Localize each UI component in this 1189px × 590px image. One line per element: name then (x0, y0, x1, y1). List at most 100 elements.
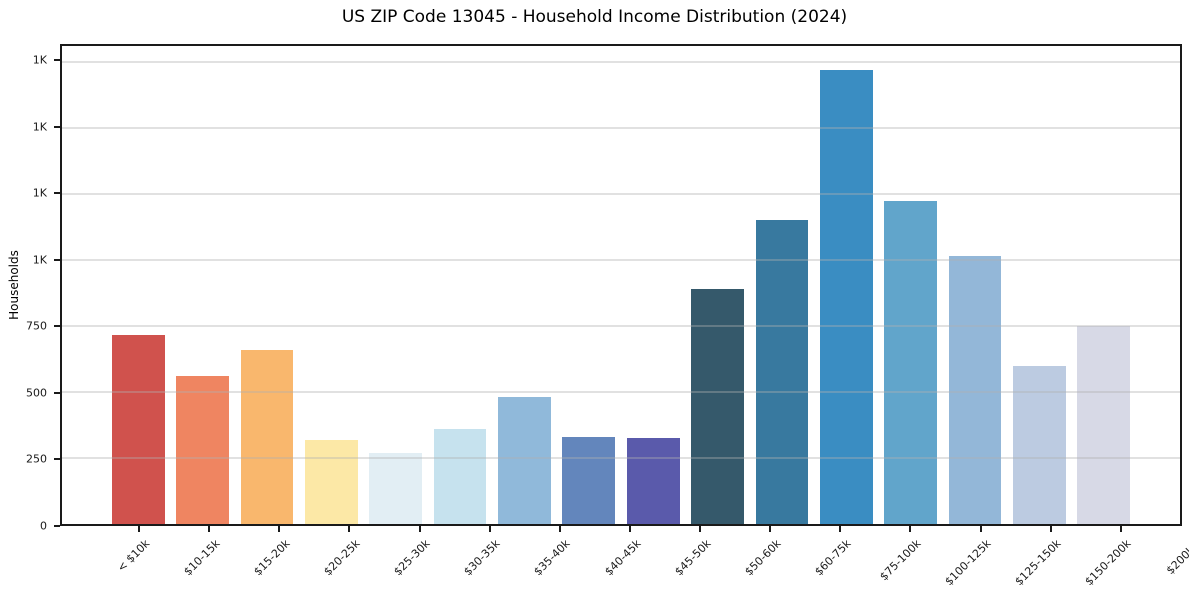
bar-slot (1007, 46, 1071, 524)
x-slot: $125-150k (1012, 526, 1086, 589)
bar-100-125k (884, 200, 938, 524)
bar-slot (492, 46, 556, 524)
bar-slot (943, 46, 1007, 524)
x-tick-mark (278, 526, 281, 532)
bar-slot (170, 46, 234, 524)
bar-slot (557, 46, 621, 524)
x-tick-label: $75-100k (877, 537, 924, 584)
x-tick-label: $45-50k (671, 537, 714, 579)
y-tick-label-250: 250 (26, 452, 47, 466)
bars-row (62, 46, 1180, 524)
bar-125-150k (948, 255, 1002, 524)
x-tick-mark (208, 526, 211, 532)
bar-slot (299, 46, 363, 524)
x-tick-label: $35-40k (531, 537, 574, 579)
x-slot: $30-35k (455, 526, 525, 588)
x-slot: $25-30k (385, 526, 455, 588)
x-axis: < $10k $10-15k $15-20k $20-25k $25-30k $30-35… (60, 526, 1189, 588)
x-tick-label: $100-125k (942, 537, 994, 589)
x-slot: $200k+ (1156, 526, 1189, 588)
y-tick-mark (54, 391, 60, 394)
y-tick-mark (54, 325, 60, 328)
bar-slot (750, 46, 814, 524)
y-tick-label-750: 750 (26, 319, 47, 333)
x-slot: $60-75k (805, 526, 875, 588)
x-tick-mark (488, 526, 491, 532)
x-slot: $45-50k (665, 526, 735, 588)
x-tick-label: $30-35k (461, 537, 503, 579)
x-tick-mark (769, 526, 772, 532)
x-tick-label: $10-15k (181, 537, 223, 579)
plot-area (60, 44, 1182, 526)
y-tick-mark (54, 525, 60, 527)
x-slot: $50-60k (735, 526, 805, 588)
x-tick-mark (1049, 526, 1052, 532)
x-tick-label: $60-75k (812, 537, 854, 579)
x-tick-label: $50-60k (742, 537, 784, 579)
y-tick-label-0: 0 (40, 519, 47, 533)
x-tick-label: $15-20k (251, 537, 293, 579)
x-tick-label: $200k+ (1164, 537, 1189, 578)
x-tick-label: $150-200k (1082, 537, 1135, 589)
bar-35-40k (498, 397, 551, 524)
x-tick-label: $40-45k (601, 537, 644, 579)
x-slot: $20-25k (314, 526, 384, 588)
bar-slot (428, 46, 492, 524)
x-tick-mark (699, 526, 702, 532)
x-tick-mark (418, 526, 421, 532)
x-tick-label: $125-150k (1012, 537, 1064, 589)
chart-title: US ZIP Code 13045 - Household Income Dis… (341, 7, 848, 27)
x-slot: $10-15k (174, 526, 244, 588)
bar-15-20k (240, 349, 294, 524)
bar-10-15k (176, 376, 229, 524)
bar-75-100k (819, 69, 873, 524)
x-slot: $15-20k (244, 526, 314, 588)
bar-45-50k (626, 438, 680, 524)
y-tick-mark (54, 258, 60, 261)
x-tick-mark (138, 526, 141, 532)
x-tick-mark (979, 526, 982, 532)
y-tick-label-1750: 1K (32, 53, 47, 67)
bar-slot (1072, 46, 1136, 524)
x-slot: $35-40k (525, 526, 595, 588)
y-tick-mark (54, 58, 60, 61)
bar-30-35k (433, 428, 487, 524)
y-tick-label-500: 500 (26, 386, 47, 400)
bar-200k+ (1077, 325, 1131, 524)
x-tick-mark (1119, 526, 1122, 532)
bar-slot (364, 46, 428, 524)
x-slot: $150-200k (1082, 526, 1156, 589)
bar-slot (685, 46, 749, 524)
bar-slot (814, 46, 878, 524)
x-tick-label: < $10k (114, 537, 153, 575)
x-tick-label: $25-30k (391, 537, 433, 579)
bar-slot (106, 46, 170, 524)
bar-50-60k (691, 288, 744, 524)
x-tick-mark (348, 526, 351, 532)
bar-40-45k (562, 436, 616, 524)
bar-25-30k (369, 452, 423, 524)
x-tick-mark (628, 526, 631, 532)
y-tick-label-1000: 1K (32, 253, 47, 267)
y-tick-label-1250: 1K (32, 186, 47, 200)
bar-60-75k (755, 220, 809, 524)
x-slot: < $10k (104, 526, 174, 588)
y-tick-mark (54, 192, 60, 195)
x-slot: $40-45k (595, 526, 665, 588)
y-tick-mark (54, 458, 60, 461)
y-tick-mark (54, 125, 60, 128)
y-tick-label-1500: 1K (32, 120, 47, 134)
x-tick-mark (839, 526, 842, 532)
x-tick-mark (909, 526, 912, 532)
x-slot: $100-125k (942, 526, 1016, 589)
bar-slot (621, 46, 685, 524)
x-tick-mark (558, 526, 561, 532)
y-axis: 0 250 500 750 1K 1K 1K 1K (0, 44, 60, 533)
x-tick-label: $20-25k (321, 537, 363, 579)
bar-20-25k (304, 439, 358, 524)
bar-10k (111, 335, 165, 524)
x-slot: $75-100k (875, 526, 945, 588)
bar-slot (879, 46, 943, 524)
bar-slot (235, 46, 299, 524)
